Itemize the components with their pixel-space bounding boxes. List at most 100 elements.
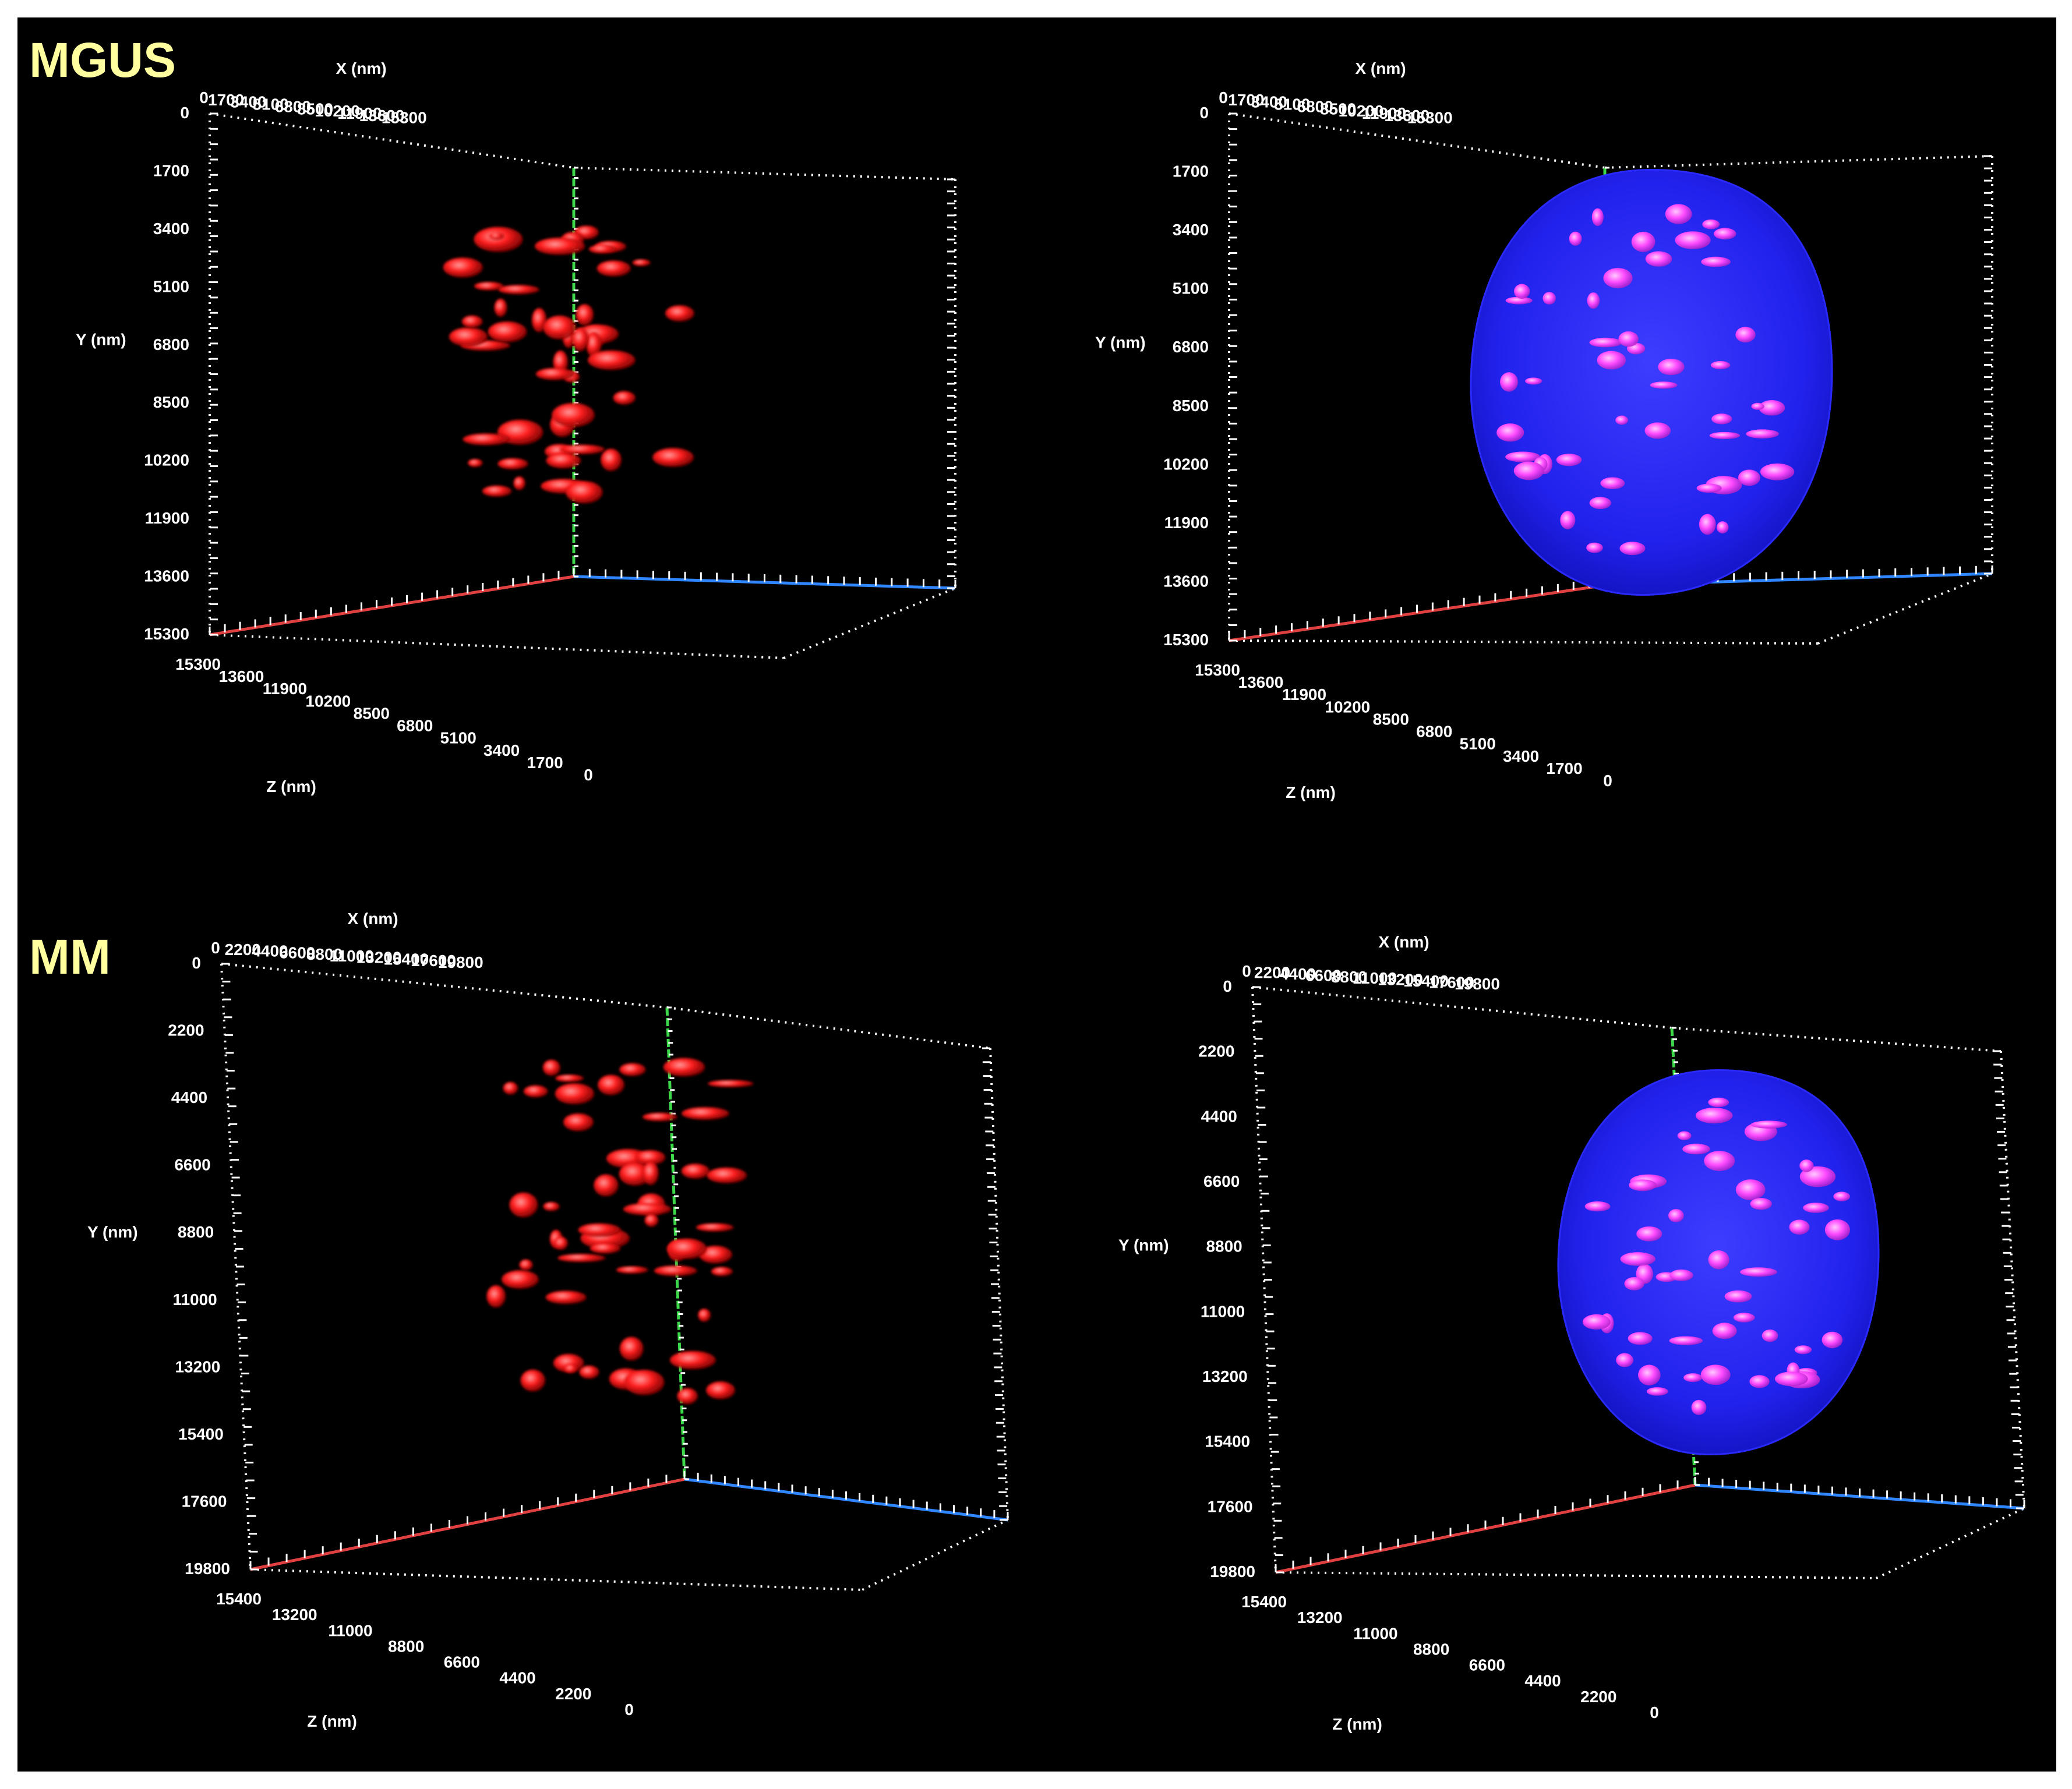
x-tick-label: 19800 xyxy=(1455,975,1500,993)
y-tick-label: 17600 xyxy=(1208,1497,1253,1515)
red-signal-spot xyxy=(498,285,539,295)
z-tick-label: 6800 xyxy=(1416,723,1452,741)
red-signal-spot xyxy=(578,1223,621,1237)
z-tick-label: 15300 xyxy=(175,655,221,673)
z-tick-label: 11900 xyxy=(1282,685,1326,703)
magenta-signal-spot xyxy=(1691,1399,1707,1415)
y-tick-label: 13200 xyxy=(1202,1367,1248,1385)
z-tick-label: 11000 xyxy=(1353,1624,1397,1642)
x-tick-label: 8800 xyxy=(306,945,343,963)
magenta-signal-spot xyxy=(1638,1364,1661,1386)
magenta-signal-spot xyxy=(1500,372,1518,392)
red-signal-spot xyxy=(572,327,589,352)
magenta-signal-spot xyxy=(1803,1203,1829,1213)
magenta-signal-spot xyxy=(1619,542,1646,556)
magenta-signal-spot xyxy=(1751,402,1764,410)
magenta-signal-spot xyxy=(1794,1345,1812,1355)
x-tick-label: 10200 xyxy=(1339,102,1384,120)
magenta-signal-spot xyxy=(1587,292,1600,309)
magenta-signal-spot xyxy=(1603,268,1633,289)
x-tick-label: 11000 xyxy=(1353,969,1397,987)
y-tick-label: 2200 xyxy=(168,1021,204,1040)
red-signal-spot xyxy=(535,237,585,255)
red-signal-spot xyxy=(711,1267,733,1277)
magenta-signal-spot xyxy=(1513,461,1544,480)
magenta-signal-spot xyxy=(1696,1108,1733,1124)
y-tick-label: 6600 xyxy=(1203,1172,1240,1190)
magenta-signal-spot xyxy=(1700,1364,1731,1385)
red-signal-spot xyxy=(576,304,594,326)
x-tick-label: 5100 xyxy=(1274,96,1310,114)
z-tick-label: 5100 xyxy=(440,729,476,747)
y-tick-label: 4400 xyxy=(171,1088,207,1106)
x-tick-label: 0 xyxy=(1242,962,1251,980)
red-signal-spot xyxy=(482,485,512,497)
magenta-signal-spot xyxy=(1624,1277,1644,1291)
red-signal-spot xyxy=(509,1192,538,1218)
magenta-signal-spot xyxy=(1699,514,1716,535)
red-signal-spot xyxy=(707,1167,747,1183)
x-tick-label: 6800 xyxy=(1297,97,1333,115)
magenta-signal-spot xyxy=(1740,1267,1777,1277)
x-tick-label: 2200 xyxy=(1254,963,1290,981)
red-signal-spot xyxy=(488,321,527,342)
z-tick-label: 2200 xyxy=(555,1685,591,1703)
z-tick-label: 0 xyxy=(584,766,593,784)
red-signal-spot xyxy=(486,1285,506,1308)
panel-mm-red: 0 220044006600880011000132001540017600198… xyxy=(87,910,1009,1730)
red-signal-spot xyxy=(706,1381,736,1399)
magenta-signal-spot xyxy=(1628,1332,1653,1345)
magenta-signal-spot xyxy=(1618,331,1639,347)
red-signal-spot xyxy=(520,1369,546,1392)
magenta-signal-spot xyxy=(1669,1336,1703,1345)
z-tick-label: 15300 xyxy=(1195,661,1240,679)
red-signal-spot xyxy=(560,444,605,455)
y-tick-label: 19800 xyxy=(185,1560,230,1578)
y-tick-label: 13200 xyxy=(175,1357,220,1376)
red-signal-spot xyxy=(596,260,631,277)
x-axis-title: X (nm) xyxy=(336,59,386,77)
y-tick-label: 0 xyxy=(192,954,201,972)
y-tick-label: 15400 xyxy=(1205,1433,1250,1451)
x-tick-label: 6600 xyxy=(1305,966,1342,984)
x-tick-label: 3400 xyxy=(1251,93,1287,111)
magenta-signal-spot xyxy=(1665,204,1692,224)
red-signal-spot xyxy=(555,1074,584,1083)
red-signal-spot xyxy=(553,1236,568,1250)
x-tick-label: 13600 xyxy=(359,107,405,125)
x-tick-label: 17600 xyxy=(411,952,456,970)
z-tick-label: 11900 xyxy=(263,680,307,698)
magenta-signal-spot xyxy=(1556,454,1582,466)
x-tick-label: 11900 xyxy=(337,104,382,122)
red-signal-spot xyxy=(531,307,547,333)
magenta-signal-spot xyxy=(1760,463,1795,480)
z-tick-label: 0 xyxy=(624,1700,634,1719)
z-tick-label: 6600 xyxy=(1469,1656,1505,1674)
z-tick-label: 5100 xyxy=(1460,735,1496,753)
red-signal-spot xyxy=(545,1291,587,1304)
red-signal-spot xyxy=(546,452,581,469)
z-tick-label: 4400 xyxy=(1524,1672,1561,1690)
magenta-signal-spot xyxy=(1749,1375,1770,1388)
y-tick-label: 11000 xyxy=(1201,1302,1245,1320)
red-signal-spot xyxy=(563,1113,594,1132)
y-tick-label: 0 xyxy=(180,104,189,122)
x-axis-title: X (nm) xyxy=(1355,59,1406,77)
red-signal-spot xyxy=(636,1150,666,1165)
x-tick-label: 15300 xyxy=(382,109,427,127)
x-tick-label: 19800 xyxy=(438,953,483,971)
y-tick-label: 15300 xyxy=(1163,631,1209,649)
magenta-signal-spot xyxy=(1750,1198,1772,1210)
y-tick-label: 19800 xyxy=(1210,1562,1255,1581)
red-signal-spot xyxy=(552,403,595,427)
magenta-signal-spot xyxy=(1724,1290,1752,1303)
red-signal-spot xyxy=(564,1364,578,1374)
z-tick-label: 4400 xyxy=(499,1669,535,1687)
y-tick-label: 3400 xyxy=(153,220,189,238)
x-tick-label: 2200 xyxy=(225,941,261,959)
z-tick-label: 8500 xyxy=(354,704,390,722)
z-axis-title: Z (nm) xyxy=(307,1712,357,1730)
panel-mgus-red: 0 170034005100680085001020011900136001530… xyxy=(76,59,956,795)
red-signal-spot xyxy=(468,458,483,468)
y-tick-label: 6800 xyxy=(153,335,189,353)
